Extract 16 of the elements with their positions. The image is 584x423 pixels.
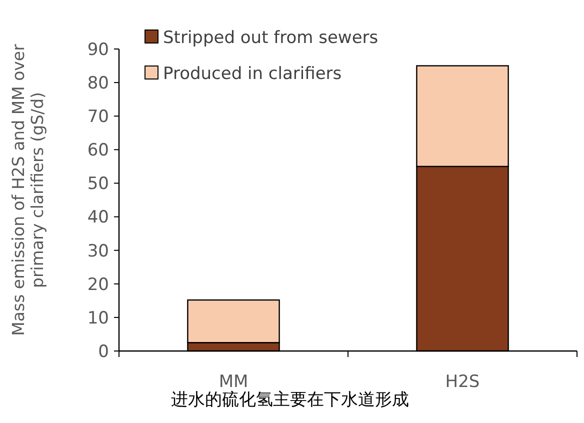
y-tick-label: 10 [87,308,109,328]
y-tick-label: 0 [98,342,109,362]
x-tick-label: H2S [445,372,480,392]
legend-label: Produced in clarifiers [163,64,342,84]
y-tick-label: 30 [87,241,109,262]
y-axis-title: Mass emission of H2S and MM over primary clarifiers (gS/d) [9,44,47,336]
y-tick-label: 50 [87,174,109,194]
y-tick-label: 40 [87,208,109,228]
text: 进水的硫化氢主要在下水道形成 [171,390,409,410]
y-tick-label: 20 [87,274,109,295]
y-tick-label: 60 [87,140,109,161]
y-tick-label: 80 [87,74,109,94]
x-tick-label: MM [218,372,248,392]
y-tick-label: 70 [87,107,109,128]
y-tick-label: 90 [87,40,109,60]
legend-label: Stripped out from sewers [163,28,378,48]
